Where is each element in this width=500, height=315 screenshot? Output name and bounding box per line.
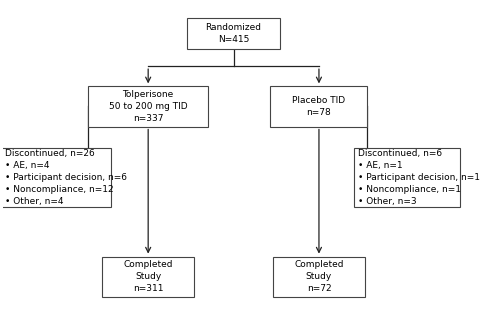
FancyBboxPatch shape [0, 148, 111, 207]
Text: Randomized
N=415: Randomized N=415 [206, 23, 262, 44]
Text: Placebo TID
n=78: Placebo TID n=78 [292, 96, 346, 117]
Text: Tolperisone
50 to 200 mg TID
n=337: Tolperisone 50 to 200 mg TID n=337 [109, 90, 188, 123]
Text: Completed
Study
n=311: Completed Study n=311 [124, 260, 173, 293]
FancyBboxPatch shape [102, 256, 194, 297]
FancyBboxPatch shape [188, 18, 280, 49]
FancyBboxPatch shape [270, 86, 368, 127]
Text: Discontinued, n=26
• AE, n=4
• Participant decision, n=6
• Noncompliance, n=12
•: Discontinued, n=26 • AE, n=4 • Participa… [5, 149, 127, 206]
Text: Discontinued, n=6
• AE, n=1
• Participant decision, n=1
• Noncompliance, n=1
• O: Discontinued, n=6 • AE, n=1 • Participan… [358, 149, 480, 206]
FancyBboxPatch shape [273, 256, 365, 297]
FancyBboxPatch shape [88, 86, 208, 127]
FancyBboxPatch shape [354, 148, 460, 207]
Text: Completed
Study
n=72: Completed Study n=72 [294, 260, 344, 293]
